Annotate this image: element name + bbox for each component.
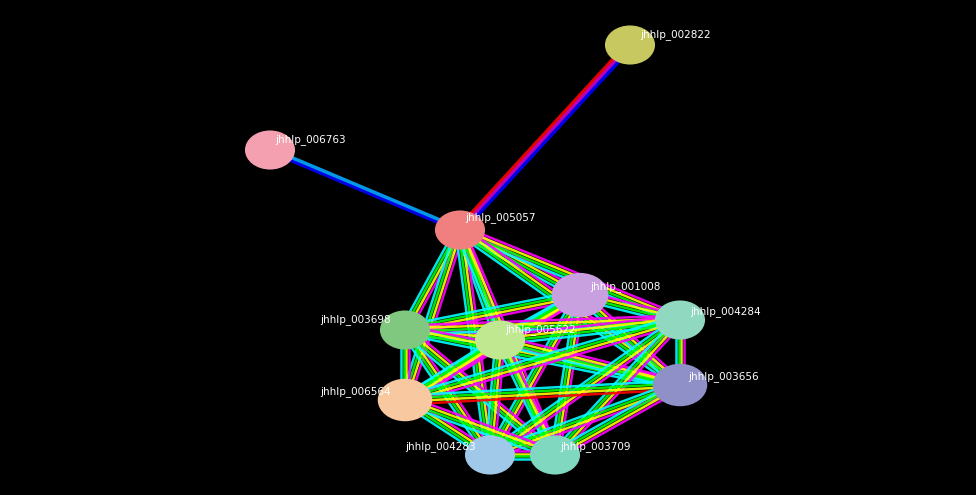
Ellipse shape <box>552 274 607 316</box>
Text: jhhlp_005622: jhhlp_005622 <box>505 325 576 336</box>
Text: jhhlp_006763: jhhlp_006763 <box>275 135 346 146</box>
Ellipse shape <box>654 365 707 405</box>
Text: jhhlp_004284: jhhlp_004284 <box>690 306 760 317</box>
Text: jhhlp_005057: jhhlp_005057 <box>465 212 536 223</box>
Ellipse shape <box>381 311 429 348</box>
Text: jhhlp_002822: jhhlp_002822 <box>640 30 711 41</box>
Text: jhhlp_001008: jhhlp_001008 <box>590 282 661 293</box>
Text: jhhlp_006564: jhhlp_006564 <box>320 387 390 397</box>
Text: jhhlp_004283: jhhlp_004283 <box>405 442 475 452</box>
Ellipse shape <box>656 301 705 339</box>
Ellipse shape <box>466 436 514 474</box>
Ellipse shape <box>531 436 579 474</box>
Ellipse shape <box>246 131 294 169</box>
Text: jhhlp_003656: jhhlp_003656 <box>688 372 758 383</box>
Ellipse shape <box>476 321 524 359</box>
Ellipse shape <box>379 380 431 420</box>
Ellipse shape <box>436 211 484 248</box>
Text: jhhlp_003709: jhhlp_003709 <box>560 442 630 452</box>
Text: jhhlp_003698: jhhlp_003698 <box>320 314 390 325</box>
Ellipse shape <box>606 26 654 64</box>
